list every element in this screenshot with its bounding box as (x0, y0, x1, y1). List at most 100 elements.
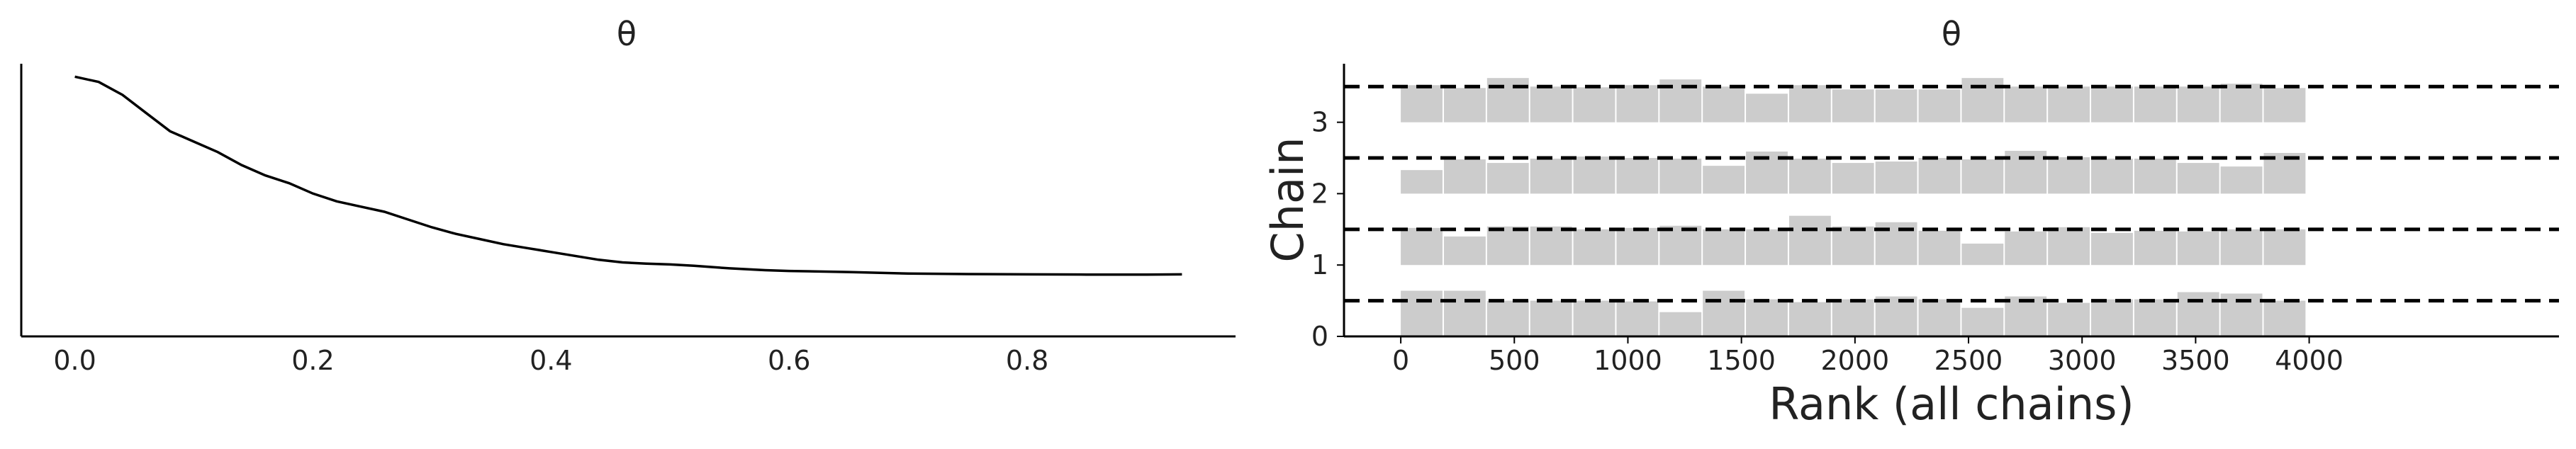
rank-x-tick-label: 2000 (1820, 345, 1889, 376)
rank-bar (1918, 158, 1961, 194)
rank-bar (1486, 163, 1529, 194)
rank-bar (1443, 88, 1486, 123)
rank-bar (1443, 290, 1486, 336)
rank-bar (2048, 302, 2090, 336)
rank-bar (2134, 86, 2176, 123)
rank-bar (1703, 290, 1745, 336)
rank-bar (1961, 159, 2004, 194)
rank-bar (2048, 86, 2090, 123)
density-x-tick-label: 0.6 (768, 345, 810, 376)
rank-bar (1486, 226, 1529, 266)
rank-bar (1875, 89, 1917, 123)
rank-bar (2263, 300, 2306, 336)
rank-bar (2005, 231, 2047, 266)
rank-bar (2220, 166, 2263, 194)
rank-bar (1788, 302, 1831, 336)
rank-bar (1530, 86, 1572, 123)
rank-bar (1961, 243, 2004, 266)
density-x-tick-label: 0.2 (291, 345, 334, 376)
rank-bar (1573, 157, 1615, 194)
rank-bar (1918, 299, 1961, 336)
rank-bar (1616, 158, 1659, 194)
rank-bar (2263, 152, 2306, 194)
rank-bar (2134, 230, 2176, 266)
rank-bar (1659, 312, 1702, 336)
rank-bar (2263, 229, 2306, 266)
rank-bar (1401, 290, 1443, 336)
rank-bar (1401, 227, 1443, 266)
rank-bar (2220, 84, 2263, 123)
density-x-tick-label: 0.8 (1006, 345, 1048, 376)
rank-bar (1443, 236, 1486, 266)
rank-bar (1918, 230, 1961, 266)
rank-bar (1573, 300, 1615, 336)
rank-bar (2134, 159, 2176, 194)
rank-bar (1530, 300, 1572, 336)
rank-bar (1401, 85, 1443, 123)
rank-bar (1486, 300, 1529, 336)
rank-bar (1875, 161, 1917, 194)
density-x-tick-label: 0.4 (530, 345, 572, 376)
rank-x-tick-label: 500 (1489, 345, 1540, 376)
rank-bar (2177, 163, 2219, 194)
rank-bar (1832, 226, 1874, 266)
rank-bar (2134, 299, 2176, 336)
rank-bar (2048, 227, 2090, 266)
rank-bar (1401, 170, 1443, 194)
rank-x-tick-label: 1000 (1594, 345, 1662, 376)
density-plot: θ 0.0 0.2 0.4 0.6 0.8 (20, 15, 1236, 376)
rank-bar (1530, 226, 1572, 266)
rank-bar (1918, 89, 1961, 123)
rank-bar (1703, 86, 1745, 123)
rank-bar (2091, 159, 2133, 194)
rank-bar (1616, 85, 1659, 123)
rank-bar (2177, 231, 2219, 266)
rank-bar (1746, 93, 1788, 123)
rank-bar (1530, 159, 1572, 194)
rank-bar (1788, 215, 1831, 266)
rank-bar (1875, 296, 1917, 336)
rank-bar (1832, 299, 1874, 336)
rank-y-tick-label: 0 (1311, 321, 1328, 352)
rank-bar (1703, 166, 1745, 194)
rank-bar (1788, 85, 1831, 123)
rank-bar (1573, 229, 1615, 266)
rank-x-tick-label: 2500 (1934, 345, 2003, 376)
rank-plot: θ 0 500 1000 1500 2000 2500 3000 3500 4000 0 1 2 3 R… (1262, 15, 2559, 430)
rank-x-tick-label: 0 (1392, 345, 1409, 376)
rank-bar (2091, 299, 2133, 336)
rank-bar (2091, 86, 2133, 123)
rank-bar (1443, 159, 1486, 194)
rank-x-tick-label: 1500 (1707, 345, 1776, 376)
rank-bar (2177, 292, 2219, 336)
rank-bar (1616, 301, 1659, 336)
rank-bar (2263, 88, 2306, 123)
rank-bar (2005, 86, 2047, 123)
rank-bar (1573, 87, 1615, 123)
density-curve (74, 75, 1182, 276)
rank-bar (1486, 78, 1529, 123)
rank-x-label: Rank (all chains) (1769, 378, 2134, 430)
rank-bar (2091, 232, 2133, 266)
rank-y-tick-label: 3 (1311, 107, 1328, 138)
rank-bar (2005, 296, 2047, 336)
rank-bar (1961, 307, 2004, 336)
rank-bar (2048, 157, 2090, 194)
rank-bar (1659, 225, 1702, 266)
density-x-tick-label: 0.0 (53, 345, 96, 376)
rank-bar (1703, 229, 1745, 266)
rank-y-tick-label: 1 (1311, 249, 1328, 280)
rank-bar (1746, 229, 1788, 266)
rank-bar (1832, 89, 1874, 123)
rank-x-tick-label: 3500 (2161, 345, 2230, 376)
rank-title: θ (1942, 15, 1961, 53)
rank-bar (1961, 78, 2004, 123)
rank-bar (1746, 299, 1788, 336)
rank-bar (1659, 159, 1702, 194)
rank-bar (1616, 227, 1659, 266)
rank-x-tick-label: 4000 (2275, 345, 2343, 376)
rank-bar (1788, 159, 1831, 194)
rank-y-label: Chain (1262, 137, 1314, 262)
rank-bar (2220, 229, 2263, 266)
